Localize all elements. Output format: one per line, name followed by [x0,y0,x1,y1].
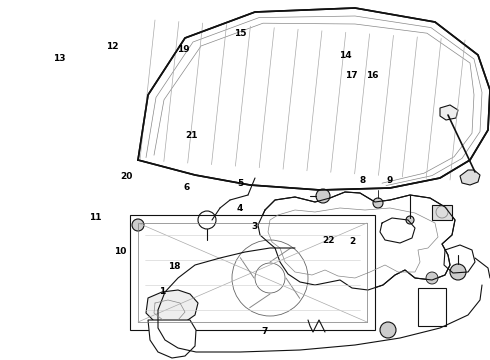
Text: 5: 5 [237,179,243,188]
Circle shape [373,198,383,208]
Circle shape [450,264,466,280]
Polygon shape [460,170,480,185]
Circle shape [132,219,144,231]
Polygon shape [146,290,198,325]
Text: 1: 1 [159,287,165,296]
Text: 4: 4 [237,204,244,213]
Bar [130,215,375,330]
Text: 9: 9 [386,176,393,185]
Text: 11: 11 [89,212,102,222]
Polygon shape [440,105,458,120]
Text: 15: 15 [234,29,246,38]
Polygon shape [258,192,455,290]
Polygon shape [432,205,452,220]
Text: 18: 18 [168,262,180,271]
Polygon shape [138,8,490,190]
Text: 22: 22 [322,236,335,245]
Text: 20: 20 [120,172,133,181]
Text: 3: 3 [252,222,258,231]
Circle shape [380,322,396,338]
Text: 8: 8 [360,176,366,185]
Text: 6: 6 [183,183,189,192]
Text: 14: 14 [339,51,352,60]
Text: 10: 10 [114,248,126,256]
Text: 13: 13 [53,54,66,63]
Bar [418,288,446,326]
Text: 12: 12 [106,42,119,51]
Circle shape [426,272,438,284]
Text: 2: 2 [350,237,356,246]
Polygon shape [148,320,196,358]
Text: 7: 7 [261,327,268,336]
Text: 21: 21 [185,131,197,140]
Circle shape [316,189,330,203]
Text: 17: 17 [345,71,358,80]
Circle shape [406,216,414,224]
Text: 16: 16 [366,71,379,80]
Text: 19: 19 [177,45,190,54]
